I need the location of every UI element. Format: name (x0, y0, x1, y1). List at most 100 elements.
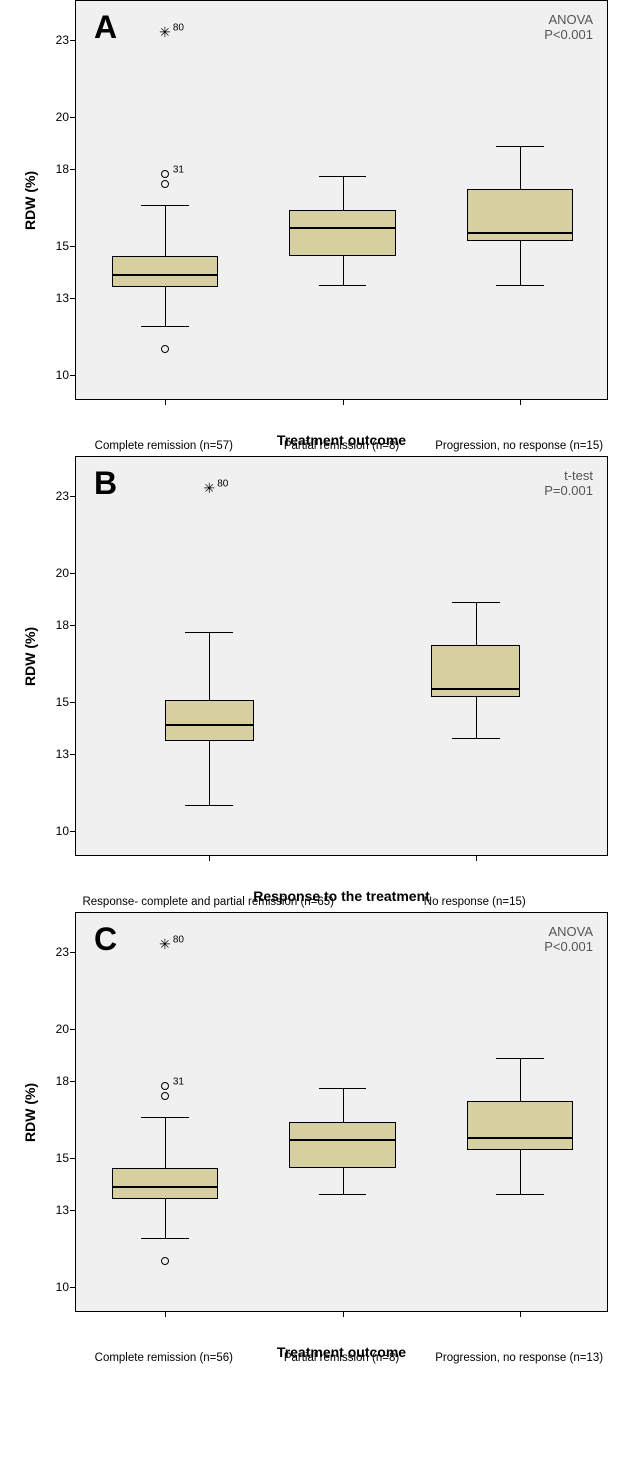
panel-letter: C (94, 921, 117, 958)
whisker-cap (496, 285, 544, 286)
stat-annotation: ANOVAP<0.001 (544, 925, 593, 955)
box (289, 1122, 396, 1168)
y-tick-label: 10 (34, 1280, 69, 1294)
outlier-label: 31 (173, 164, 184, 175)
whisker-cap (496, 1194, 544, 1195)
y-tick-mark (70, 831, 76, 832)
outlier-circle (161, 1082, 169, 1090)
whisker-cap (319, 285, 367, 286)
whisker-cap (141, 1117, 189, 1118)
whisker-cap (319, 176, 367, 177)
y-tick-mark (70, 625, 76, 626)
y-tick-label: 23 (34, 33, 69, 47)
y-tick-mark (70, 702, 76, 703)
stat-annotation: ANOVAP<0.001 (544, 13, 593, 43)
p-value: P<0.001 (544, 940, 593, 955)
x-tick-label: No response (n=15) (424, 896, 526, 908)
x-tick-label: Complete remission (n=57) (95, 440, 233, 452)
y-tick-label: 20 (34, 110, 69, 124)
whisker-cap (496, 1058, 544, 1059)
box (165, 700, 254, 741)
outlier-circle (161, 345, 169, 353)
whisker-cap (319, 1194, 367, 1195)
test-name: ANOVA (544, 13, 593, 28)
whisker-upper (343, 1088, 344, 1122)
whisker-upper (209, 632, 210, 699)
whisker-cap (185, 632, 233, 633)
whisker-upper (165, 205, 166, 257)
whisker-upper (165, 1117, 166, 1169)
y-tick-mark (70, 1081, 76, 1082)
outlier-star: ✳ (203, 481, 215, 495)
outlier-star: ✳ (159, 25, 171, 39)
box (289, 210, 396, 256)
y-tick-label: 23 (34, 945, 69, 959)
outlier-label: 31 (173, 1076, 184, 1087)
test-name: ANOVA (544, 925, 593, 940)
y-tick-label: 23 (34, 489, 69, 503)
box (467, 1101, 574, 1150)
median-line (112, 274, 219, 276)
outlier-label: 80 (173, 22, 184, 33)
whisker-lower (343, 256, 344, 284)
whisker-upper (520, 1058, 521, 1102)
y-tick-mark (70, 1287, 76, 1288)
y-tick-mark (70, 573, 76, 574)
outlier-circle (161, 180, 169, 188)
stat-annotation: t-testP=0.001 (544, 469, 593, 499)
median-line (165, 724, 254, 726)
y-tick-label: 18 (34, 618, 69, 632)
median-line (467, 232, 574, 234)
whisker-upper (476, 602, 477, 646)
y-tick-label: 15 (34, 695, 69, 709)
y-axis-label: RDW (%) (22, 171, 38, 230)
y-tick-label: 18 (34, 162, 69, 176)
median-line (467, 1137, 574, 1139)
y-tick-mark (70, 246, 76, 247)
y-tick-mark (70, 496, 76, 497)
y-tick-mark (70, 375, 76, 376)
whisker-cap (141, 205, 189, 206)
y-tick-label: 13 (34, 1203, 69, 1217)
box (112, 1168, 219, 1199)
x-tick-labels: Complete remission (n=57)Partial remissi… (75, 400, 608, 428)
outlier-star: ✳ (159, 937, 171, 951)
y-tick-mark (70, 754, 76, 755)
whisker-lower (520, 241, 521, 285)
median-line (112, 1186, 219, 1188)
y-axis-label: RDW (%) (22, 1083, 38, 1142)
y-tick-mark (70, 298, 76, 299)
plot-area: CANOVAP<0.001101315182023✳8031 (75, 912, 608, 1312)
outlier-label: 80 (217, 478, 228, 489)
whisker-lower (476, 697, 477, 738)
panel-letter: A (94, 9, 117, 46)
x-tick-label: Response- complete and partial remission… (82, 896, 334, 908)
y-tick-mark (70, 169, 76, 170)
x-tick-label: Complete remission (n=56) (95, 1352, 233, 1364)
x-tick-label: Partial remission (n=8) (284, 1352, 399, 1364)
x-tick-label: Progression, no response (n=13) (435, 1352, 603, 1364)
whisker-lower (209, 741, 210, 806)
x-tick-labels: Response- complete and partial remission… (75, 856, 608, 884)
y-tick-label: 20 (34, 566, 69, 580)
y-tick-mark (70, 117, 76, 118)
plot-area: Bt-testP=0.001101315182023✳80 (75, 456, 608, 856)
y-tick-label: 13 (34, 291, 69, 305)
y-tick-label: 13 (34, 747, 69, 761)
panel-b: Bt-testP=0.001101315182023✳80RDW (%)Resp… (0, 456, 623, 904)
median-line (289, 227, 396, 229)
panel-a: A ANOVAP<0.001 10 13 15 18 20 23 ✳80 31 RDW (%) Com… (0, 0, 623, 448)
y-tick-mark (70, 952, 76, 953)
p-value: P<0.001 (544, 28, 593, 43)
whisker-cap (141, 326, 189, 327)
y-tick-label: 10 (34, 368, 69, 382)
p-value: P=0.001 (544, 484, 593, 499)
y-tick-label: 15 (34, 1151, 69, 1165)
x-tick-labels: Complete remission (n=56)Partial remissi… (75, 1312, 608, 1340)
whisker-cap (319, 1088, 367, 1089)
median-line (431, 688, 520, 690)
box (112, 256, 219, 287)
y-tick-label: 15 (34, 239, 69, 253)
x-tick-label: Partial remission (n=8) (284, 440, 399, 452)
outlier-circle (161, 170, 169, 178)
